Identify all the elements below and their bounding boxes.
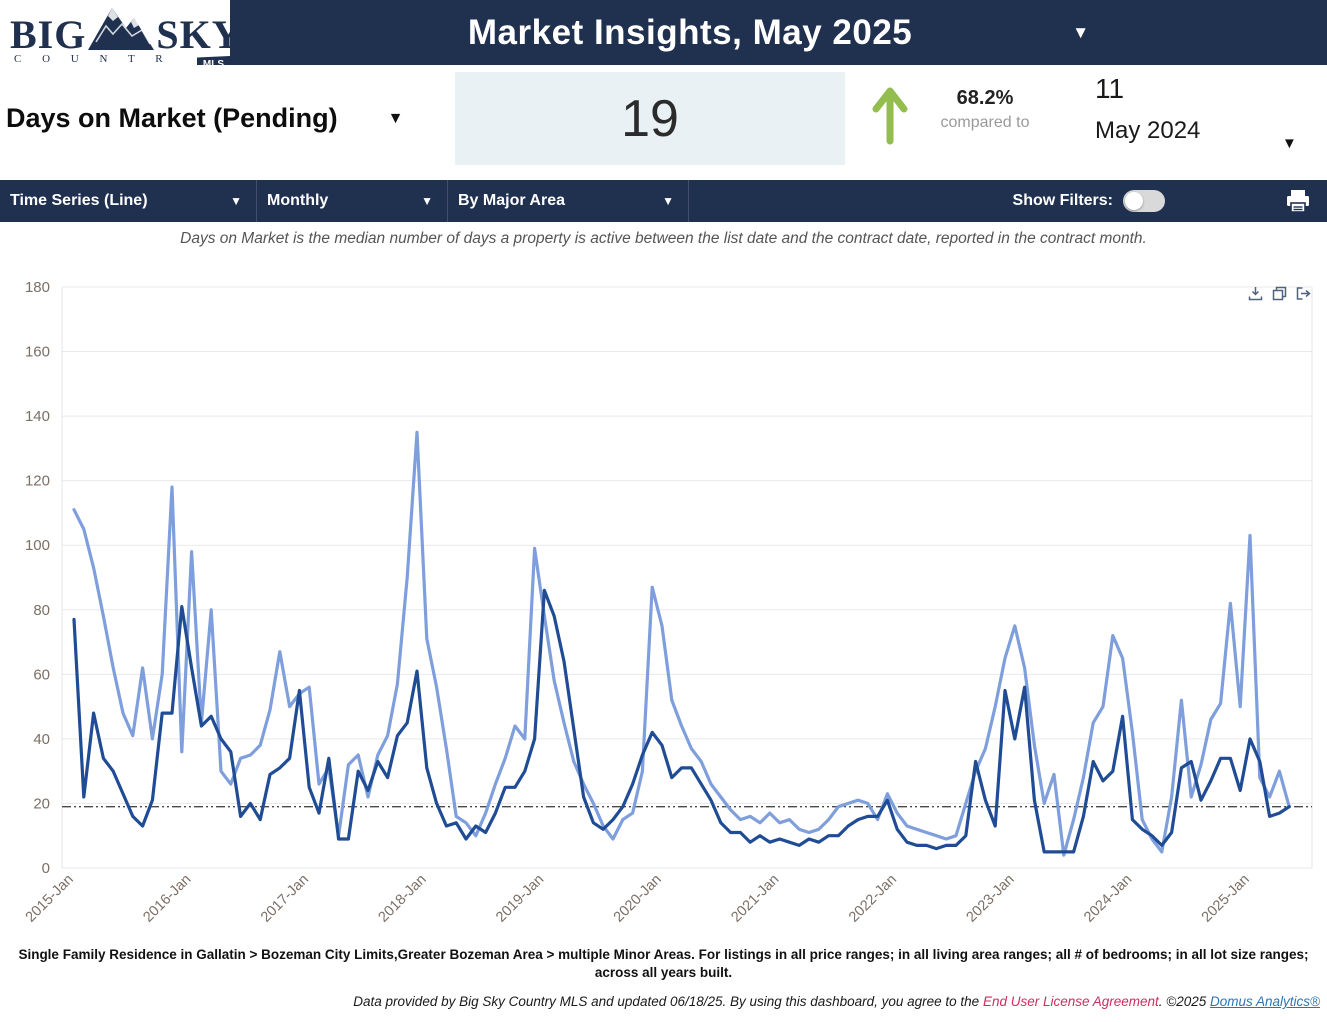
chart-plot[interactable]: 0 20 40 60 80 100 120 140 160 180 2015-Jan 2016-Jan…	[0, 258, 1327, 948]
chevron-down-icon: ▼	[662, 194, 674, 208]
svg-text:100: 100	[25, 537, 50, 554]
brand-logo: BIG SKY C O U N T R Y MLS	[0, 0, 241, 77]
svg-text:2020-Jan: 2020-Jan	[611, 872, 665, 926]
chart-type-label: Time Series (Line)	[10, 192, 148, 209]
chevron-down-icon: ▼	[230, 194, 242, 208]
change-percent: 68.2%	[956, 87, 1014, 109]
show-filters-label: Show Filters:	[1012, 192, 1113, 209]
chart-subtitle: Days on Market is the median number of d…	[180, 230, 1147, 247]
svg-text:120: 120	[25, 473, 50, 490]
frequency-select[interactable]: Monthly ▼	[257, 180, 447, 222]
print-button[interactable]	[1285, 189, 1311, 213]
chevron-down-icon: ▼	[387, 109, 404, 127]
domus-link[interactable]: Domus Analytics®	[1210, 994, 1320, 1009]
svg-text:160: 160	[25, 344, 50, 361]
svg-text:2017-Jan: 2017-Jan	[258, 872, 312, 926]
title-dropdown-icon[interactable]: ▼	[1072, 22, 1090, 42]
page-title: Market Insights, May 2025	[467, 12, 913, 52]
toolbar-divider	[256, 180, 257, 222]
svg-text:2016-Jan: 2016-Jan	[140, 872, 194, 926]
chart-toolbar	[1248, 286, 1311, 301]
svg-text:2023-Jan: 2023-Jan	[964, 872, 1018, 926]
svg-text:140: 140	[25, 408, 50, 425]
chart-area: 0 20 40 60 80 100 120 140 160 180 2015-Jan 2016-Jan…	[0, 258, 1327, 948]
show-filters-toggle[interactable]	[1123, 190, 1165, 212]
logo-sky: SKY	[156, 12, 242, 57]
svg-text:0: 0	[42, 860, 50, 877]
trend-up-icon	[872, 83, 908, 145]
eula-link[interactable]: End User License Agreement	[982, 994, 1159, 1009]
svg-text:2022-Jan: 2022-Jan	[846, 872, 900, 926]
svg-text:80: 80	[33, 602, 50, 619]
chevron-down-icon[interactable]: ▼	[1282, 135, 1297, 152]
mountain-icon	[82, 4, 160, 55]
svg-text:180: 180	[25, 279, 50, 296]
previous-period-selector[interactable]: 11 May 2024	[1095, 73, 1305, 145]
footer-disclaimer: Single Family Residence in Gallatin > Bo…	[18, 947, 1309, 981]
footer-credits: Data provided by Big Sky Country MLS and…	[0, 994, 1320, 1009]
svg-text:2021-Jan: 2021-Jan	[728, 872, 782, 926]
previous-value: 11	[1095, 73, 1125, 104]
svg-text:2019-Jan: 2019-Jan	[493, 872, 547, 926]
svg-text:2025-Jan: 2025-Jan	[1199, 872, 1253, 926]
grouping-label: By Major Area	[458, 192, 565, 209]
svg-text:40: 40	[33, 731, 50, 748]
metric-selector[interactable]: Days on Market (Pending) ▼	[6, 103, 403, 134]
svg-text:2018-Jan: 2018-Jan	[376, 872, 430, 926]
previous-period-label: May 2024	[1095, 117, 1201, 144]
copy-icon[interactable]	[1272, 286, 1287, 301]
toolbar: Time Series (Line) ▼ Monthly ▼ By Major …	[0, 180, 1327, 222]
toggle-knob	[1125, 192, 1143, 210]
compared-to-label: compared to	[940, 114, 1030, 131]
credits-text: . ©2025	[1158, 994, 1211, 1009]
svg-text:2024-Jan: 2024-Jan	[1081, 872, 1135, 926]
printer-icon	[1287, 190, 1309, 213]
export-icon[interactable]	[1296, 286, 1311, 301]
change-summary: 68.2% compared to	[930, 87, 1040, 132]
credits-text: Data provided by Big Sky Country MLS and…	[353, 994, 983, 1009]
grouping-select[interactable]: By Major Area ▼	[448, 180, 688, 222]
toolbar-divider	[688, 180, 689, 222]
chevron-down-icon: ▼	[421, 194, 433, 208]
header: BIG SKY C O U N T R Y MLS Market Insight…	[0, 0, 1327, 77]
chart-type-select[interactable]: Time Series (Line) ▼	[0, 180, 256, 222]
download-icon[interactable]	[1248, 286, 1263, 301]
title-bar: Market Insights, May 2025 ▼	[230, 0, 1327, 65]
svg-text:60: 60	[33, 666, 50, 683]
svg-text:20: 20	[33, 795, 50, 812]
svg-text:2015-Jan: 2015-Jan	[23, 872, 77, 926]
kpi-current-value: 19	[621, 89, 679, 148]
kpi-value-box: 19	[455, 72, 845, 165]
metric-label: Days on Market (Pending)	[6, 103, 338, 133]
kpi-row: Days on Market (Pending) ▼ 19 68.2% comp…	[0, 65, 1327, 180]
toolbar-divider	[447, 180, 448, 222]
frequency-label: Monthly	[267, 192, 329, 209]
logo-big: BIG	[10, 12, 87, 57]
